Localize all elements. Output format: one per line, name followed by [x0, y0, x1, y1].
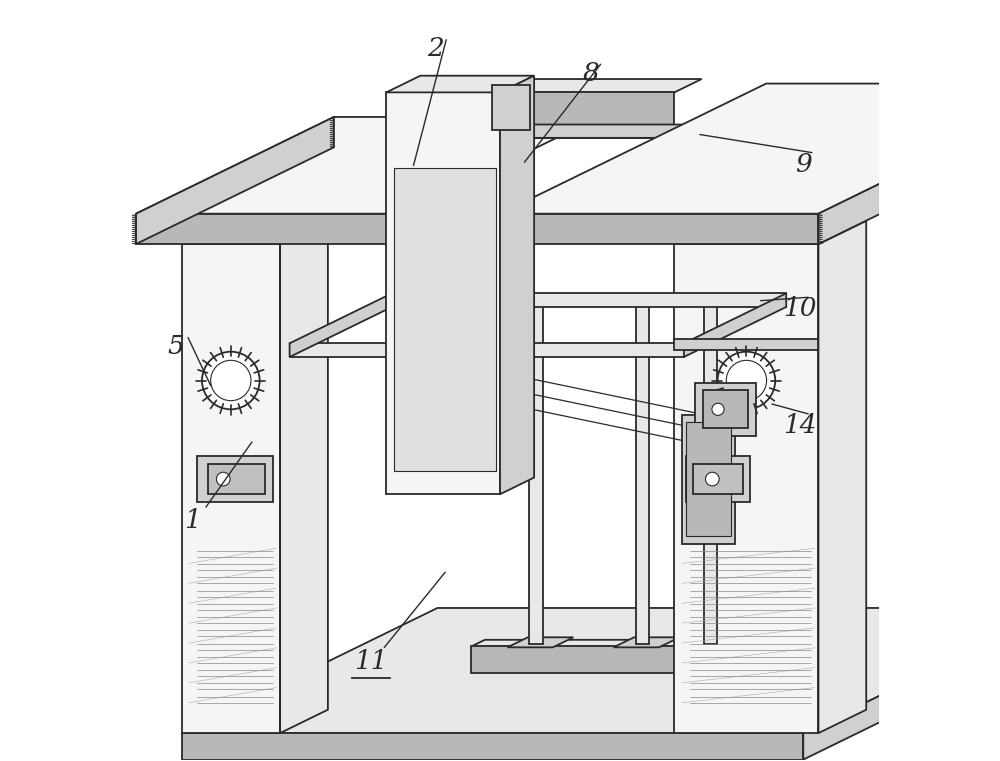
Polygon shape	[492, 84, 530, 130]
Polygon shape	[485, 92, 674, 138]
Text: 2: 2	[427, 36, 444, 61]
Text: 14: 14	[783, 413, 816, 438]
Polygon shape	[818, 221, 866, 733]
Polygon shape	[790, 640, 803, 673]
Polygon shape	[290, 343, 684, 357]
Polygon shape	[674, 244, 818, 733]
Polygon shape	[674, 221, 866, 244]
Polygon shape	[682, 415, 735, 543]
Polygon shape	[411, 342, 449, 380]
Polygon shape	[394, 168, 496, 472]
Polygon shape	[386, 92, 500, 494]
Polygon shape	[471, 640, 803, 647]
Polygon shape	[403, 334, 456, 387]
Ellipse shape	[705, 473, 719, 486]
Polygon shape	[136, 117, 599, 214]
Text: 5: 5	[167, 334, 184, 359]
Polygon shape	[182, 608, 1000, 733]
Polygon shape	[636, 303, 649, 644]
Text: 9: 9	[795, 152, 812, 177]
Polygon shape	[136, 117, 334, 244]
Polygon shape	[500, 75, 534, 494]
Polygon shape	[290, 293, 392, 357]
Ellipse shape	[216, 473, 230, 486]
Polygon shape	[818, 84, 1000, 244]
Polygon shape	[529, 303, 543, 644]
Polygon shape	[684, 293, 786, 357]
Polygon shape	[693, 464, 743, 494]
Polygon shape	[182, 244, 280, 733]
Ellipse shape	[726, 360, 767, 401]
Polygon shape	[208, 464, 265, 494]
Polygon shape	[485, 79, 702, 92]
Text: 8: 8	[583, 61, 599, 86]
Polygon shape	[695, 383, 756, 436]
Polygon shape	[500, 84, 1000, 214]
Text: 11: 11	[354, 648, 388, 673]
Polygon shape	[471, 647, 790, 673]
Ellipse shape	[211, 360, 251, 401]
Polygon shape	[500, 214, 818, 244]
Polygon shape	[614, 637, 680, 648]
Polygon shape	[182, 733, 803, 759]
Ellipse shape	[718, 352, 775, 409]
Polygon shape	[686, 457, 750, 501]
Ellipse shape	[712, 403, 724, 416]
Polygon shape	[704, 303, 717, 644]
Polygon shape	[703, 390, 748, 428]
Polygon shape	[674, 339, 818, 350]
Polygon shape	[182, 221, 328, 244]
Ellipse shape	[202, 352, 260, 409]
Polygon shape	[386, 75, 534, 92]
Polygon shape	[803, 608, 1000, 759]
Polygon shape	[136, 214, 401, 244]
Ellipse shape	[416, 355, 428, 367]
Polygon shape	[197, 457, 273, 501]
Polygon shape	[280, 221, 328, 733]
Polygon shape	[507, 637, 573, 648]
Polygon shape	[485, 125, 702, 138]
Polygon shape	[392, 293, 786, 307]
Polygon shape	[686, 422, 731, 536]
Polygon shape	[682, 637, 748, 648]
Text: 10: 10	[783, 296, 816, 321]
Text: 1: 1	[185, 508, 201, 533]
